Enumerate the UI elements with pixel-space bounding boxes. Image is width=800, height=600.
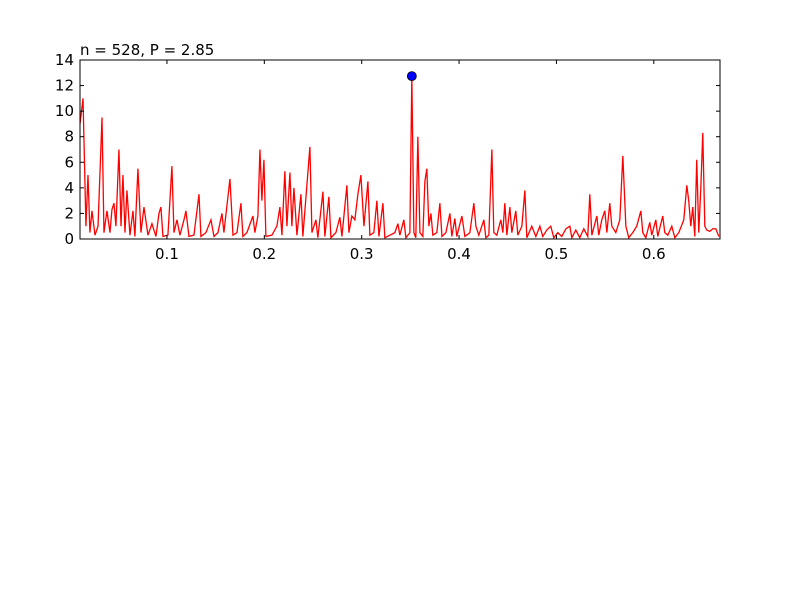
y-tick-label: 8	[64, 128, 74, 146]
y-tick-label: 14	[55, 51, 74, 69]
y-tick-label: 0	[64, 230, 74, 248]
y-tick-label: 4	[64, 179, 74, 197]
x-tick-label: 0.5	[544, 245, 568, 263]
x-tick-label: 0.3	[350, 245, 374, 263]
y-tick-label: 10	[55, 102, 74, 120]
data-line	[80, 76, 720, 239]
chart-title: n = 528, P = 2.85	[80, 41, 214, 59]
x-tick-label: 0.1	[155, 245, 179, 263]
x-tick-label: 0.2	[252, 245, 276, 263]
y-tick-label: 12	[55, 77, 74, 95]
y-tick-label: 2	[64, 204, 74, 222]
x-tick-label: 0.4	[447, 245, 471, 263]
plot-frame	[79, 59, 721, 240]
y-tick-label: 6	[64, 153, 74, 171]
x-tick-label: 0.6	[642, 245, 666, 263]
peak-marker	[406, 71, 417, 82]
